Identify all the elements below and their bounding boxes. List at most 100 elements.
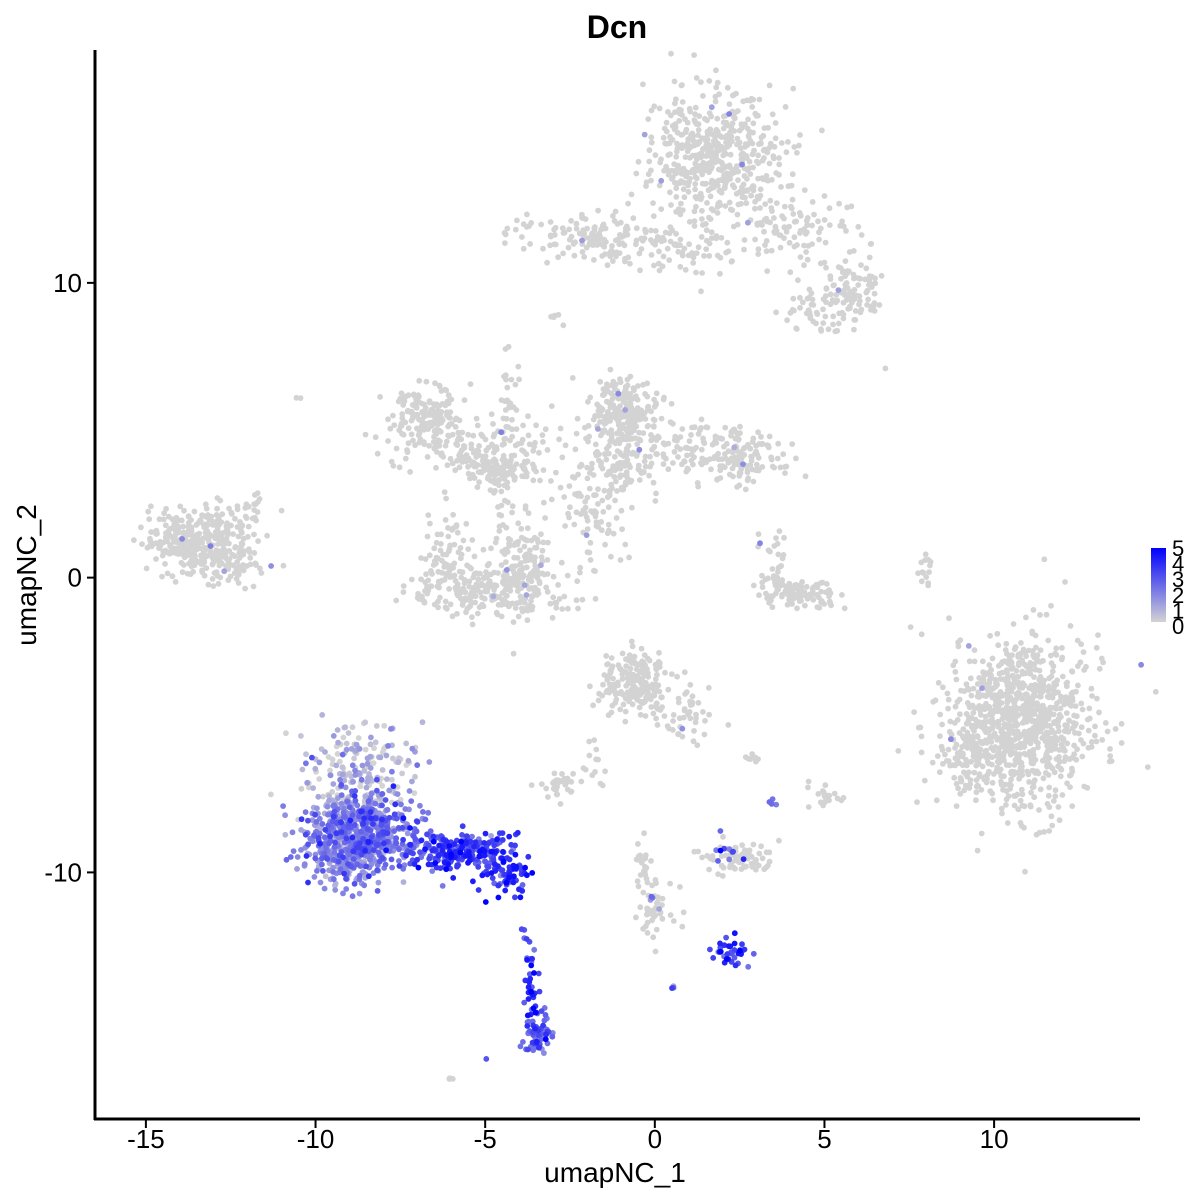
cell-point <box>714 115 721 122</box>
cell-point <box>826 205 833 212</box>
cell-point <box>503 376 509 383</box>
cell-point <box>410 391 417 398</box>
cell-point <box>863 289 870 296</box>
cell-point <box>351 755 357 762</box>
cell-point <box>740 461 746 467</box>
cell-point <box>740 445 747 452</box>
cell-point <box>968 724 975 730</box>
cell-point <box>400 589 407 595</box>
cell-point <box>685 188 692 195</box>
cell-point <box>396 464 403 471</box>
cell-point <box>573 225 580 232</box>
cell-point <box>739 842 745 848</box>
cell-point <box>607 668 614 675</box>
cell-point <box>470 432 477 439</box>
cell-point <box>551 226 557 233</box>
cell-point <box>947 762 953 769</box>
cell-point <box>915 570 921 577</box>
cell-point <box>368 734 374 741</box>
cell-point <box>446 545 453 552</box>
cell-point <box>918 631 925 638</box>
cell-point <box>914 799 920 805</box>
cell-point <box>698 193 705 200</box>
cell-point <box>595 486 601 492</box>
cell-point <box>186 524 193 530</box>
cell-point <box>245 523 252 530</box>
chart-title: Dcn <box>587 9 647 45</box>
cell-point <box>759 222 765 228</box>
cell-point <box>703 424 710 431</box>
cell-point <box>987 733 994 739</box>
cell-point <box>405 425 412 432</box>
cell-point <box>681 194 688 201</box>
cell-point <box>788 203 794 210</box>
cell-point <box>650 416 657 423</box>
cell-point <box>741 452 748 458</box>
cell-point <box>851 326 857 333</box>
cell-point <box>633 914 639 921</box>
cell-point <box>584 475 591 482</box>
cell-point <box>605 527 612 534</box>
cell-point <box>452 467 459 474</box>
cell-point <box>577 569 583 576</box>
cell-point <box>683 468 690 475</box>
cell-point <box>1011 802 1018 809</box>
cell-point <box>590 472 597 478</box>
cell-point <box>614 488 620 494</box>
cell-point <box>555 254 561 261</box>
cell-point <box>826 222 833 229</box>
cell-point <box>673 185 680 192</box>
cell-point <box>447 396 453 402</box>
cell-point <box>131 537 137 543</box>
cell-point <box>426 552 433 559</box>
cell-point <box>618 232 624 239</box>
cell-point <box>612 440 619 447</box>
cell-point <box>625 200 631 207</box>
cell-point <box>1032 632 1039 639</box>
cell-point <box>690 260 697 266</box>
cell-point <box>603 653 610 659</box>
cell-point <box>558 778 564 784</box>
cell-point <box>179 569 186 576</box>
cell-point <box>1022 751 1029 758</box>
cell-point <box>646 158 653 165</box>
cell-point <box>797 304 803 311</box>
cell-point <box>737 423 743 430</box>
cell-point <box>518 525 525 532</box>
cell-point <box>771 230 778 236</box>
cell-point <box>692 186 698 193</box>
cell-point <box>654 234 661 241</box>
cell-point <box>651 443 658 450</box>
cell-point <box>461 443 468 450</box>
cell-point <box>720 125 727 132</box>
cell-point <box>713 84 720 91</box>
cell-point <box>713 233 720 239</box>
cell-point <box>680 186 687 193</box>
cell-point <box>749 751 756 757</box>
cell-point <box>249 515 256 522</box>
cell-point <box>548 403 555 409</box>
cell-point <box>604 262 611 269</box>
cell-point <box>699 270 705 276</box>
cell-point <box>1027 803 1034 810</box>
cell-point <box>502 240 508 247</box>
cell-point <box>1118 720 1125 727</box>
cell-point <box>1004 820 1011 826</box>
cell-point <box>586 485 593 492</box>
cell-point <box>488 833 494 839</box>
cell-point <box>955 639 961 646</box>
cell-point <box>591 257 597 263</box>
cell-point <box>677 434 684 440</box>
cell-point <box>650 200 656 207</box>
cell-point <box>998 773 1005 779</box>
cell-point <box>620 435 626 441</box>
cell-point <box>465 431 472 438</box>
cell-point <box>669 174 676 181</box>
cell-point <box>160 516 167 523</box>
cell-point <box>595 408 602 414</box>
cell-point <box>404 830 411 837</box>
cell-point <box>1052 719 1058 725</box>
cell-point <box>444 409 450 416</box>
cell-point <box>766 433 773 440</box>
cell-point <box>430 439 437 445</box>
